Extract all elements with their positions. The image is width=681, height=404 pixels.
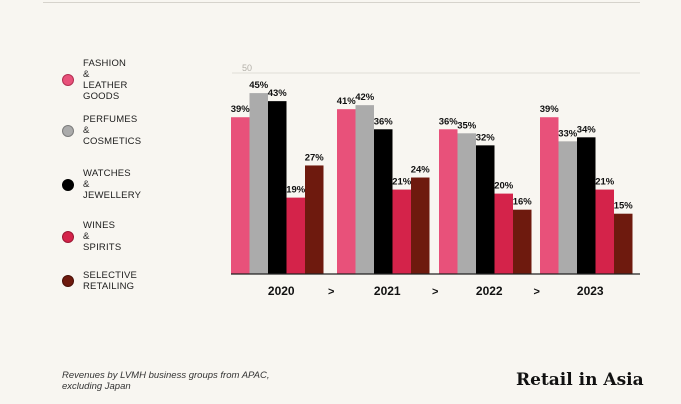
legend-swatch-retailing <box>62 275 74 287</box>
x-tick-label-2022: 2022 <box>476 284 503 298</box>
value-label-2022-5: 16% <box>513 197 533 208</box>
value-label-2022-2: 35% <box>457 120 477 131</box>
bar-2023-1 <box>540 117 559 274</box>
legend-label-fashion: FASHION & LEATHER GOODS <box>83 58 128 102</box>
value-label-2020-4: 19% <box>286 185 306 196</box>
value-label-2020-3: 43% <box>268 88 288 99</box>
value-label-2023-3: 34% <box>577 124 597 135</box>
legend-swatch-wines <box>62 230 74 243</box>
value-label-2023-2: 33% <box>558 128 578 139</box>
value-label-2022-3: 32% <box>476 132 496 143</box>
value-label-2021-2: 42% <box>355 92 375 103</box>
bar-2022-4 <box>494 193 513 274</box>
bar-2022-2 <box>457 133 476 274</box>
category-separator-2: > <box>432 286 438 298</box>
bar-2023-3 <box>577 137 596 274</box>
value-label-2021-4: 21% <box>392 177 412 188</box>
value-label-2023-1: 39% <box>540 104 560 115</box>
value-label-2021-3: 36% <box>374 116 394 127</box>
value-label-2021-1: 41% <box>337 96 357 107</box>
bar-2023-2 <box>558 141 577 274</box>
bar-2021-2 <box>355 105 374 274</box>
value-label-2023-4: 21% <box>595 177 615 188</box>
bar-2020-4 <box>286 197 305 274</box>
value-label-2022-4: 20% <box>494 181 514 192</box>
bar-2020-2 <box>249 93 268 274</box>
legend-item-perfumes: PERFUMES & COSMETICS <box>62 114 141 147</box>
bar-2020-1 <box>231 117 250 274</box>
category-separator-3: > <box>534 286 540 298</box>
legend-swatch-perfumes <box>62 124 74 137</box>
bar-2020-3 <box>268 101 287 274</box>
value-label-2020-1: 39% <box>231 104 251 115</box>
value-label-2020-5: 27% <box>305 152 325 163</box>
bar-2022-3 <box>476 145 495 274</box>
value-label-2023-5: 15% <box>614 201 634 212</box>
bar-2021-3 <box>374 129 393 274</box>
legend-item-retailing: SELECTIVE RETAILING <box>62 270 137 292</box>
legend-label-perfumes: PERFUMES & COSMETICS <box>83 114 142 147</box>
value-label-2021-5: 24% <box>411 165 431 176</box>
x-tick-label-2020: 2020 <box>268 284 295 298</box>
value-label-2020-2: 45% <box>249 80 269 91</box>
bar-2022-5 <box>513 209 532 274</box>
value-label-2022-1: 36% <box>439 116 459 127</box>
legend-label-wines: WINES & SPIRITS <box>83 220 122 253</box>
x-tick-label-2021: 2021 <box>374 284 401 298</box>
bar-2023-4 <box>595 189 614 274</box>
bar-2023-5 <box>614 213 633 274</box>
legend-label-watches: WATCHES & JEWELLERY <box>83 168 142 201</box>
chart-caption: Revenues by LVMH business groups from AP… <box>62 370 270 392</box>
x-tick-label-2023: 2023 <box>577 284 604 298</box>
category-separator-1: > <box>328 286 334 298</box>
bar-2021-4 <box>392 189 411 274</box>
legend-swatch-fashion <box>62 74 74 86</box>
bar-2021-1 <box>337 109 356 275</box>
top-divider <box>43 2 640 3</box>
legend-item-fashion: FASHION & LEATHER GOODS <box>62 58 128 102</box>
legend-item-watches: WATCHES & JEWELLERY <box>62 168 141 201</box>
brand-logo: Retail in Asia <box>516 370 644 390</box>
gridline-label: 50 <box>242 63 252 73</box>
bar-2020-5 <box>305 165 324 274</box>
bar-2022-1 <box>439 129 458 274</box>
legend-label-retailing: SELECTIVE RETAILING <box>83 270 138 292</box>
legend-swatch-watches <box>62 178 74 191</box>
legend-item-wines: WINES & SPIRITS <box>62 220 121 253</box>
bar-2021-5 <box>411 177 430 274</box>
